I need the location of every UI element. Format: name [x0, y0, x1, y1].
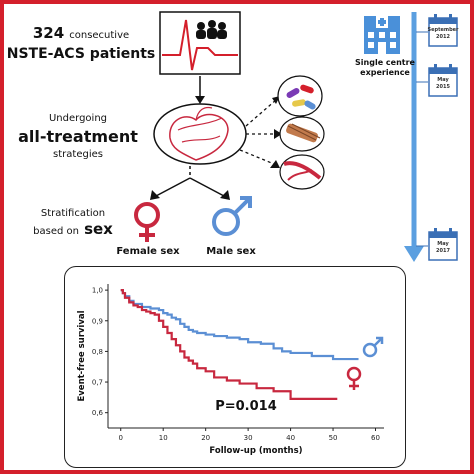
population-label: NSTE-ACS patients	[6, 46, 156, 62]
y-tick-label: 1,0	[92, 287, 103, 295]
calendar-icon	[428, 14, 458, 47]
male-symbol-icon	[362, 336, 384, 358]
female-symbol-icon	[346, 366, 362, 390]
event-2-year: 2015	[436, 84, 450, 90]
patient-count: 324	[32, 24, 65, 42]
centre-label: Single centre experience	[350, 58, 420, 78]
female-label: Female sex	[116, 246, 180, 257]
event-3-year: 2017	[436, 248, 450, 254]
x-tick-label: 50	[329, 434, 338, 442]
ecg-group-icon	[159, 11, 241, 75]
stratification-emph: sex	[84, 220, 113, 238]
series-line-female	[120, 289, 338, 400]
heart-icon	[153, 103, 247, 165]
p-value-annotation: P=0.014	[215, 399, 277, 414]
event-2-month: May	[437, 77, 449, 83]
y-tick-label: 0,8	[92, 348, 103, 356]
pills-icon	[277, 75, 323, 117]
x-tick-label: 20	[201, 434, 210, 442]
timeline-event-3: May 2017	[427, 241, 459, 255]
count-suffix: consecutive	[69, 30, 130, 41]
timeline-arrow	[404, 12, 424, 262]
treatment-line-1: Undergoing	[48, 113, 108, 124]
y-tick-label: 0,7	[92, 379, 103, 387]
female-symbol-icon	[134, 202, 160, 242]
x-tick-label: 60	[371, 434, 380, 442]
x-tick-label: 40	[286, 434, 295, 442]
calendar-icon	[428, 228, 458, 261]
population-header: 324 consecutive NSTE-ACS patients	[6, 24, 156, 63]
stratification-label: Stratification based on sex	[18, 206, 128, 239]
x-tick-label: 30	[244, 434, 253, 442]
timeline-event-2: May 2015	[427, 77, 459, 91]
calendar-icon	[428, 64, 458, 97]
survival-chart-panel	[64, 266, 406, 468]
male-symbol-icon	[212, 196, 252, 236]
stratification-prefix: based on	[33, 226, 79, 237]
treatment-line-3: strategies	[53, 149, 103, 160]
timeline-event-1: September 2012	[427, 27, 459, 41]
event-3-month: May	[437, 241, 449, 247]
event-1-year: 2012	[436, 34, 450, 40]
event-1-month: September	[427, 27, 459, 33]
y-tick-label: 0,6	[92, 409, 104, 417]
stratification-line-1: Stratification	[40, 208, 106, 219]
x-tick-label: 0	[119, 434, 123, 442]
y-tick-label: 0,9	[92, 317, 103, 325]
centre-label-line-2: experience	[360, 68, 410, 77]
stent-icon	[279, 116, 325, 152]
treatment-label: Undergoing all-treatment strategies	[18, 110, 138, 164]
x-tick-label: 10	[159, 434, 168, 442]
centre-label-line-1: Single centre	[355, 58, 415, 67]
artery-icon	[279, 154, 325, 190]
male-label: Male sex	[206, 246, 256, 257]
treatment-line-2: all-treatment	[18, 127, 138, 146]
x-axis-label: Follow-up (months)	[209, 446, 302, 456]
series-line-male	[120, 289, 359, 361]
hospital-icon	[364, 16, 400, 54]
y-axis-label: Event-free survival	[77, 310, 87, 401]
